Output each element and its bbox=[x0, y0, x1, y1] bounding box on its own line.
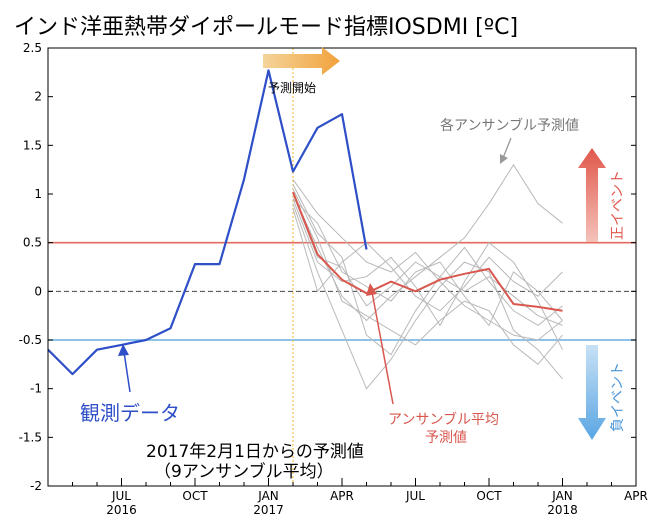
ensemble-member-line-9 bbox=[292, 193, 563, 326]
ensemble-members-label: 各アンサンブル予測値 bbox=[440, 117, 579, 134]
positive-event-label: 正イベント bbox=[610, 170, 626, 240]
x-year-label: 2018 bbox=[547, 503, 578, 517]
y-tick-label: -1 bbox=[30, 382, 42, 396]
y-tick-label: 1.5 bbox=[23, 138, 42, 152]
ensemble-member-line-4 bbox=[292, 203, 563, 390]
ensemble-member-line-7 bbox=[292, 188, 563, 365]
y-tick-label: 0.5 bbox=[23, 236, 42, 250]
ensemble-mean-label-1: アンサンブル平均 bbox=[388, 411, 499, 428]
forecast-start-label: 予測開始 bbox=[268, 81, 316, 95]
y-tick-label: 0 bbox=[34, 284, 42, 298]
chart-title: インド洋亜熱帯ダイポールモード指標IOSDMI [ºC] bbox=[14, 15, 518, 40]
ensemble-members-pointer bbox=[502, 137, 512, 159]
observed-pointer bbox=[123, 351, 131, 393]
forecast-start-arrow bbox=[263, 47, 340, 75]
y-tick-label: 2 bbox=[34, 90, 42, 104]
y-tick-label: -1.5 bbox=[19, 430, 42, 444]
x-year-label: 2017 bbox=[253, 503, 284, 517]
x-tick-label: OCT bbox=[476, 489, 502, 503]
ensemble-mean-label-2: 予測値 bbox=[425, 430, 467, 446]
observed-series-line bbox=[48, 69, 368, 376]
forecast-note-line2: （9アンサンブル平均） bbox=[154, 461, 334, 482]
ensemble-mean-pointer-head bbox=[366, 283, 377, 296]
ensemble-mean-pointer bbox=[371, 291, 394, 405]
x-tick-label: JAN bbox=[257, 489, 279, 503]
x-year-label: 2016 bbox=[106, 503, 137, 517]
y-tick-label: 2.5 bbox=[23, 41, 42, 55]
ensemble-member-line-8 bbox=[292, 198, 563, 327]
ensemble-mean-series-line bbox=[292, 191, 563, 312]
y-tick-label: -2 bbox=[30, 479, 42, 493]
observed-label: 観測データ bbox=[80, 401, 180, 425]
ensemble-member-line-5 bbox=[292, 184, 563, 356]
x-tick-label: JUL bbox=[405, 489, 425, 503]
y-tick-label: -0.5 bbox=[19, 333, 42, 347]
x-tick-label: APR bbox=[330, 489, 354, 503]
ensemble-members-pointer-head bbox=[500, 154, 508, 164]
negative-event-label: 負イベント bbox=[610, 362, 626, 432]
negative-event-arrow bbox=[578, 345, 606, 440]
y-tick-label: 1 bbox=[34, 187, 42, 201]
x-tick-label: OCT bbox=[182, 489, 208, 503]
forecast-note-line1: 2017年2月1日からの予測値 bbox=[146, 442, 364, 462]
ensemble-member-line-6 bbox=[292, 208, 563, 312]
x-tick-label: JUL bbox=[111, 489, 131, 503]
x-tick-label: JAN bbox=[551, 489, 573, 503]
x-tick-label: APR bbox=[624, 489, 648, 503]
ensemble-member-line-2 bbox=[292, 198, 563, 350]
positive-event-arrow bbox=[578, 148, 606, 242]
observed-pointer-head bbox=[118, 344, 129, 356]
